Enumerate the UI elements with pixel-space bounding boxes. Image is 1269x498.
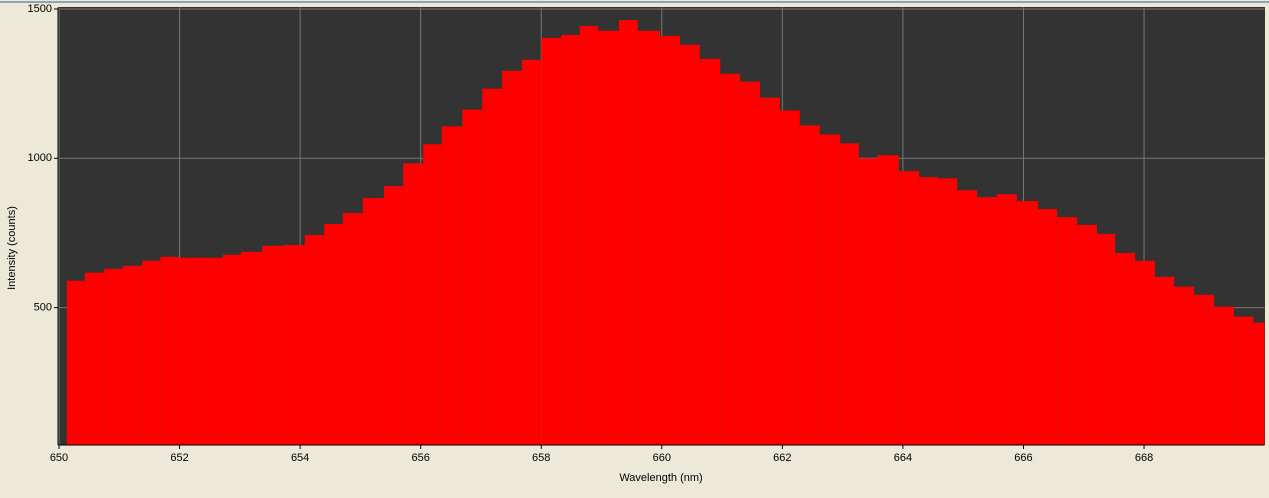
bar bbox=[699, 58, 721, 446]
bar bbox=[977, 197, 997, 445]
bar bbox=[324, 224, 343, 445]
bar bbox=[262, 245, 284, 445]
x-tick-label: 662 bbox=[773, 452, 791, 464]
bar bbox=[579, 26, 598, 446]
bar bbox=[840, 143, 859, 445]
bar bbox=[304, 235, 325, 445]
x-tick-label: 658 bbox=[532, 452, 550, 464]
bar bbox=[957, 190, 978, 445]
bar bbox=[1174, 286, 1195, 445]
bar bbox=[637, 30, 660, 445]
bar bbox=[1077, 224, 1098, 445]
bar bbox=[1037, 209, 1058, 445]
bar bbox=[362, 198, 384, 445]
bar bbox=[858, 158, 877, 445]
bar bbox=[342, 212, 363, 445]
x-tick-label: 656 bbox=[412, 452, 430, 464]
y-tick-label: 1500 bbox=[28, 3, 52, 15]
x-tick-label: 668 bbox=[1135, 452, 1153, 464]
y-tick-label: 1000 bbox=[28, 152, 52, 164]
x-tick-label: 664 bbox=[894, 452, 912, 464]
bar bbox=[383, 186, 404, 445]
bar bbox=[178, 257, 199, 445]
x-axis-label: Wavelength (nm) bbox=[619, 472, 702, 484]
bar bbox=[1134, 260, 1155, 445]
bar bbox=[198, 257, 223, 445]
bar bbox=[996, 194, 1017, 445]
bar bbox=[1097, 233, 1116, 445]
bar bbox=[423, 144, 442, 445]
bar bbox=[122, 265, 143, 445]
bar bbox=[502, 70, 522, 445]
bar bbox=[482, 88, 503, 445]
bar bbox=[720, 73, 741, 445]
bar bbox=[876, 155, 899, 446]
bar bbox=[160, 256, 179, 445]
bar bbox=[799, 125, 820, 445]
bar bbox=[521, 59, 542, 445]
bar bbox=[66, 280, 85, 445]
bar bbox=[597, 30, 620, 445]
x-tick-label: 650 bbox=[50, 452, 68, 464]
y-axis-label: Intensity (counts) bbox=[6, 206, 18, 290]
bar bbox=[659, 35, 680, 446]
bar bbox=[222, 254, 242, 445]
bar bbox=[1115, 252, 1135, 445]
x-tick-label: 652 bbox=[170, 452, 188, 464]
bar bbox=[441, 126, 463, 445]
bar bbox=[142, 260, 161, 445]
bar bbox=[898, 171, 920, 446]
bar bbox=[819, 134, 841, 445]
bar bbox=[104, 268, 123, 445]
bar bbox=[1016, 201, 1038, 445]
bar bbox=[541, 37, 562, 445]
bar bbox=[779, 110, 800, 446]
x-tick-label: 660 bbox=[653, 452, 671, 464]
bar bbox=[1057, 217, 1078, 445]
bar bbox=[1233, 316, 1254, 445]
bar bbox=[283, 244, 305, 445]
bar bbox=[679, 44, 700, 446]
x-tick-label: 654 bbox=[291, 452, 309, 464]
bar bbox=[619, 20, 638, 445]
bar bbox=[919, 177, 938, 445]
bar bbox=[241, 251, 263, 445]
bar bbox=[1194, 294, 1214, 445]
bar bbox=[462, 109, 483, 445]
bar bbox=[760, 97, 780, 445]
y-tick-label: 500 bbox=[34, 302, 52, 314]
bar bbox=[84, 272, 105, 445]
x-tick-label: 666 bbox=[1014, 452, 1032, 464]
bar bbox=[1154, 276, 1175, 445]
bar bbox=[937, 178, 958, 446]
bar bbox=[740, 81, 761, 445]
bar bbox=[1213, 306, 1234, 445]
bar bbox=[1253, 322, 1265, 445]
bar bbox=[403, 163, 424, 445]
bar bbox=[561, 34, 580, 446]
